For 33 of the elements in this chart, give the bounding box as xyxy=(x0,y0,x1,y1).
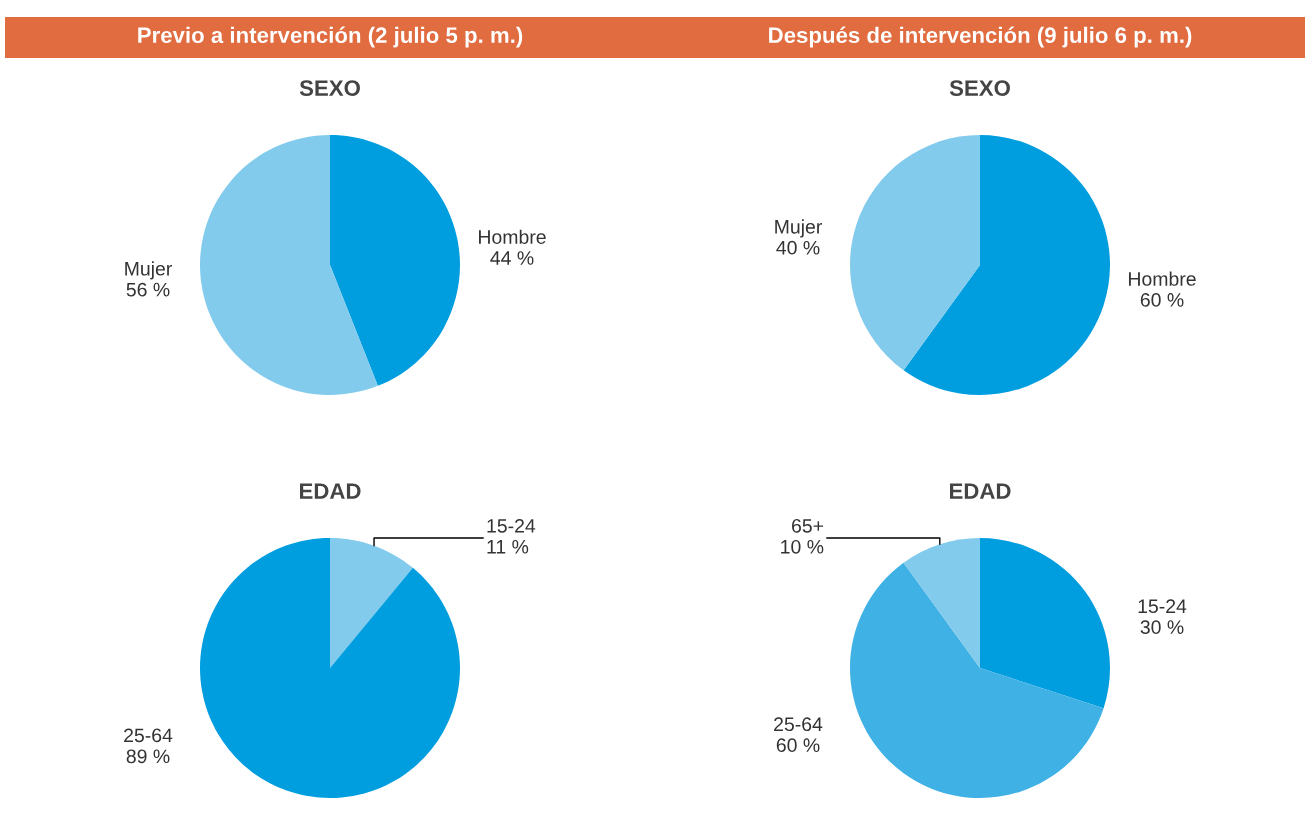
data-label: 11 % xyxy=(487,540,529,554)
data-label: 56 % xyxy=(126,282,170,297)
slice-label: 15-24 xyxy=(487,518,536,533)
slice-label: 25-64 xyxy=(774,717,823,732)
pie-slice xyxy=(903,135,1110,395)
pie-slice xyxy=(330,135,460,386)
pie-slice xyxy=(330,538,413,668)
data-label: 40 % xyxy=(776,240,820,255)
slice-label: Hombre xyxy=(1129,271,1196,286)
slice-label: Mujer xyxy=(775,219,822,238)
data-label: 60 % xyxy=(1140,293,1184,307)
pie-slice xyxy=(850,135,980,371)
chart-title: EDAD xyxy=(300,483,361,499)
data-label: 44 % xyxy=(490,251,534,265)
chart-title: EDAD xyxy=(950,483,1011,499)
slice-label: Mujer xyxy=(125,261,172,280)
pie-slice xyxy=(200,538,460,798)
chart-title: SEXO xyxy=(949,80,1010,96)
pie-slice xyxy=(903,538,980,668)
slice-label: Hombre xyxy=(479,229,546,244)
text: Previo a intervención (2 julio 5 p. m.) xyxy=(138,26,523,48)
pie-slice xyxy=(850,562,1104,798)
text: Después de intervención (9 julio 6 p. m.) xyxy=(769,26,1192,48)
slice-label: 15-24 xyxy=(1138,599,1187,614)
slice-label: 25-64 xyxy=(124,728,173,743)
pie-slice xyxy=(980,538,1110,709)
chart-title: SEXO xyxy=(299,80,360,96)
data-label: 30 % xyxy=(1140,620,1184,635)
data-label: 60 % xyxy=(776,738,820,753)
pie-slice xyxy=(200,135,378,395)
data-label: 10 % xyxy=(781,539,824,554)
slice-label: 65+ xyxy=(792,518,824,533)
data-label: 89 % xyxy=(126,749,170,764)
